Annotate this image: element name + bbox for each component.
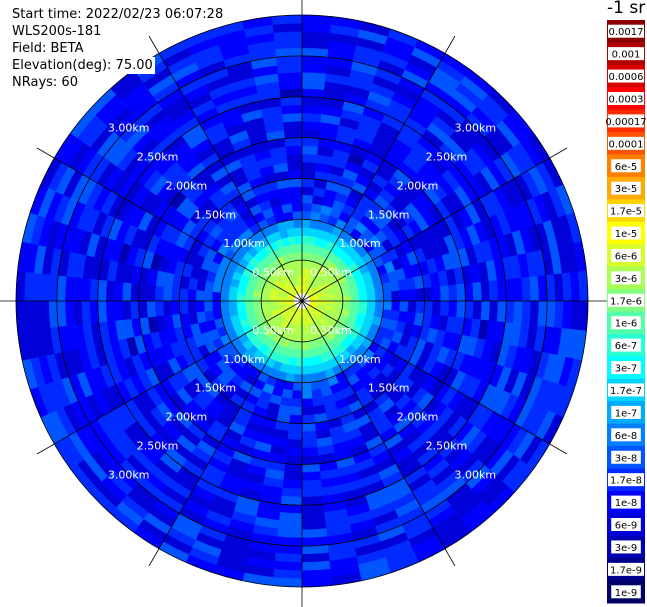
start-time-label: Start time: 2022/02/23 06:07:28 [12, 6, 226, 23]
colorbar-tick-label: 6e-5 [615, 162, 638, 173]
nrays-label: NRays: 60 [12, 74, 80, 91]
colorbar-tick-label: 3e-9 [615, 543, 638, 554]
colorbar-tick-label: 6e-9 [615, 521, 638, 532]
colorbar-tick-label: 3e-7 [615, 364, 638, 375]
colorbar-boxes: 0.0017 0.001 0.0006 0.0003 0.00017 0.0001 6e-5… [605, 20, 647, 604]
plot-info-block: Start time: 2022/02/23 06:07:28 WLS200s-… [12, 6, 226, 91]
colorbar-tick-label: 0.0006 [609, 72, 644, 83]
colorbar-tick-label: 6e-6 [615, 251, 638, 262]
colorbar-tick-label: 1.7e-8 [610, 476, 642, 487]
colorbar-unit-label: -1 sr [607, 0, 646, 18]
colorbar-tick-label: 1e-8 [615, 498, 638, 509]
elevation-label: Elevation(deg): 75.00 [12, 57, 155, 74]
colorbar-tick-label: 0.0001 [609, 139, 644, 150]
colorbar-tick-label: 1.7e-7 [610, 386, 642, 397]
reflectivity-cells [15, 14, 589, 588]
colorbar-tick-label: 0.0017 [609, 27, 644, 38]
colorbar-tick-label: 1e-7 [615, 408, 638, 419]
colorbar-tick-label: 1e-9 [615, 588, 638, 599]
colorbar-tick-label: 0.0003 [609, 94, 644, 105]
instrument-label: WLS200s-181 [12, 23, 104, 40]
colorbar-tick-label: 0.001 [612, 50, 641, 61]
colorbar-tick-label: 1.7e-9 [610, 565, 642, 576]
field-label: Field: BETA [12, 40, 86, 57]
colorbar-tick-label: 1e-5 [615, 229, 638, 240]
colorbar-tick-label: 1.7e-5 [610, 207, 642, 218]
colorbar-tick-label: 0.00017 [605, 117, 646, 128]
colorbar-tick-label: 1.7e-6 [610, 296, 642, 307]
colorbar-tick-label: 6e-7 [615, 341, 638, 352]
colorbar-tick-label: 3e-6 [615, 274, 638, 285]
colorbar-tick-label: 3e-5 [615, 184, 638, 195]
colorbar-tick-label: 6e-8 [615, 431, 638, 442]
colorbar-tick-label: 1e-6 [615, 319, 638, 330]
colorbar-tick-label: 3e-8 [615, 453, 638, 464]
